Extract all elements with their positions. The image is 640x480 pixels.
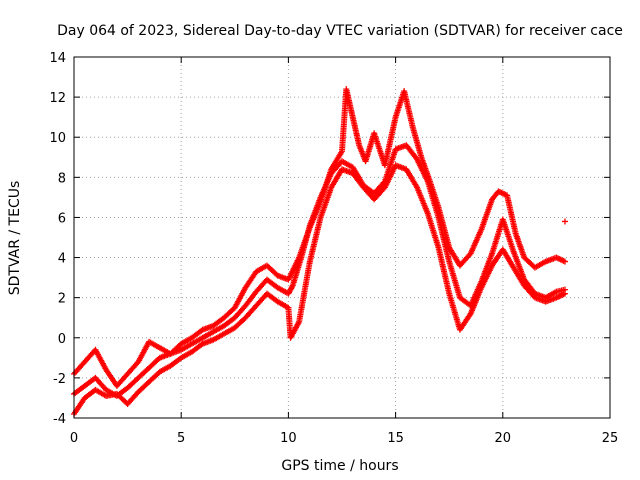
y-tick-label: 6 [58,211,66,226]
y-tick-label: 10 [49,131,66,146]
plot-frame [73,56,611,419]
data-point [561,290,568,297]
y-axis-label: SDTVAR / TECUs [7,181,23,296]
data-point [561,258,568,265]
y-tick-label: -2 [53,372,66,387]
y-tick-label: 12 [49,91,66,106]
ticks-layer: 0 5 10 15 20 25 -4 -2 0 2 4 6 8 10 12 14 [49,51,618,446]
y-tick-label: 0 [58,332,66,347]
data-point [561,218,568,225]
x-tick-label: 20 [495,431,512,446]
x-tick-label: 25 [602,431,619,446]
data-point [288,283,295,290]
y-tick-label: 4 [58,252,66,267]
y-tick-label: 8 [58,171,66,186]
x-tick-label: 10 [280,431,297,446]
x-tick-label: 15 [387,431,404,446]
x-tick-label: 5 [177,431,185,446]
y-tick-label: -4 [53,412,66,427]
chart-title: Day 064 of 2023, Sidereal Day-to-day VTE… [57,23,623,39]
y-tick-label: 2 [58,292,66,307]
y-tick-label: 14 [49,51,66,66]
x-tick-label: 0 [70,431,78,446]
marks-layer [71,86,568,417]
x-axis-label: GPS time / hours [281,458,398,474]
